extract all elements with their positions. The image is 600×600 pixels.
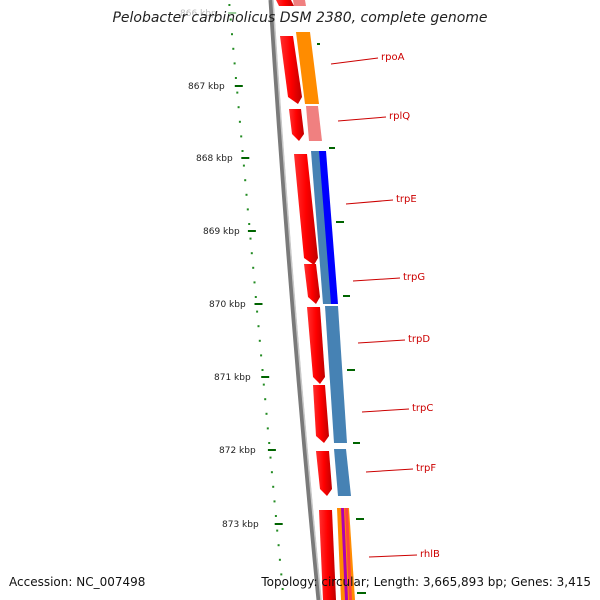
ruler-minor-tick: [249, 237, 252, 240]
gene-label-trpE: trpE: [396, 194, 417, 205]
gene-bar-trpE: [319, 151, 338, 304]
gene-label-trpD: trpD: [408, 334, 430, 345]
ruler-minor-tick: [281, 588, 284, 590]
gene-labels: rpoA rplQ trpE trpG trpD trpC trpF rhlB: [381, 52, 440, 560]
ruler-minor-tick: [268, 442, 271, 444]
cds-feature: [276, 0, 294, 6]
ruler-minor-tick: [234, 77, 237, 79]
ruler-label: 867 kbp: [188, 82, 225, 92]
ruler-minor-tick: [236, 91, 239, 94]
ruler-minor-tick: [253, 281, 256, 284]
gene-label-trpG: trpG: [403, 272, 425, 283]
ruler-minor-tick: [277, 544, 280, 547]
ruler-labels: 866 kbp 867 kbp 868 kbp 869 kbp 870 kbp …: [180, 9, 259, 530]
gene-bar-rpoA-top: [293, 0, 306, 6]
ruler-minor-tick: [250, 252, 253, 255]
gene-bar-trpD: [325, 306, 347, 443]
ruler-minor-tick: [272, 485, 275, 488]
ruler-minor-tick: [278, 558, 281, 561]
ruler-minor-tick: [265, 412, 268, 415]
ruler-minor-tick: [231, 33, 233, 36]
cds-feature: [307, 307, 325, 384]
ruler-minor-tick: [229, 18, 232, 21]
genome-summary-text: Topology: circular; Length: 3,665,893 bp…: [261, 575, 591, 589]
cds-feature: [319, 510, 336, 600]
gene-track: [293, 0, 355, 600]
cds-feature: [313, 385, 329, 443]
ruler-minor-tick: [276, 529, 279, 532]
ruler-minor-tick: [269, 456, 272, 459]
ruler-minor-tick: [245, 193, 248, 196]
ruler-minor-tick: [264, 398, 267, 401]
ruler-minor-tick: [248, 223, 251, 225]
genome-backbone: [268, 0, 322, 600]
gene-label-lines: [330, 57, 418, 558]
gene-bar-trpE-shade: [311, 151, 332, 304]
ruler-minor-tick: [246, 208, 249, 211]
gene-bar-rhlB-stripe-2: [345, 508, 352, 600]
gene-label-rplQ: rplQ: [389, 111, 410, 122]
ruler-ticks: [228, 4, 284, 590]
ruler-label: 869 kbp: [203, 227, 240, 237]
ruler-minor-tick: [238, 120, 241, 123]
ruler-minor-tick: [266, 427, 269, 430]
ruler-minor-tick: [240, 135, 243, 138]
ruler-minor-tick: [228, 4, 231, 6]
cds-feature: [289, 109, 304, 141]
ruler-minor-tick: [256, 310, 259, 313]
ruler-label: 872 kbp: [219, 446, 256, 456]
ruler-minor-tick: [242, 164, 245, 167]
genome-backbone-highlight: [272, 0, 322, 600]
ruler-minor-tick: [262, 383, 265, 386]
gene-label-rpoA: rpoA: [381, 52, 405, 63]
gene-label-trpC: trpC: [412, 403, 433, 414]
ruler-label-faded: 866 kbp: [180, 9, 217, 19]
ruler-minor-tick: [233, 62, 236, 65]
ruler-minor-tick: [280, 573, 283, 576]
gene-label-trpF: trpF: [416, 463, 436, 474]
ruler-minor-tick: [260, 354, 263, 357]
ruler-minor-tick: [252, 266, 255, 269]
cds-feature: [294, 154, 318, 265]
ruler-minor-tick: [232, 47, 235, 50]
cds-feature: [280, 36, 302, 104]
gene-bar-rpoA: [296, 32, 319, 104]
cds-track: [276, 0, 336, 600]
gene-bar-rhlB-stripe: [341, 508, 348, 600]
ruler-minor-tick: [254, 296, 257, 298]
ruler-minor-tick: [258, 339, 261, 342]
ruler-minor-tick: [274, 515, 277, 517]
ruler-minor-tick: [261, 369, 264, 371]
gene-bar-trpF: [334, 449, 351, 496]
outer-ticks: [317, 43, 366, 594]
ruler-minor-tick: [270, 471, 273, 474]
ruler-label: 873 kbp: [222, 520, 259, 530]
gene-bar-rplQ: [306, 106, 322, 141]
ruler-label: 870 kbp: [209, 300, 246, 310]
ruler-minor-tick: [237, 106, 240, 109]
ruler-minor-tick: [241, 150, 244, 152]
ruler-minor-tick: [273, 500, 276, 503]
gene-label-rhlB: rhlB: [420, 549, 440, 560]
ruler-minor-tick: [244, 179, 247, 182]
ruler-label: 868 kbp: [196, 154, 233, 164]
cds-feature: [316, 451, 332, 496]
ruler-label: 871 kbp: [214, 373, 251, 383]
ruler-minor-tick: [257, 325, 260, 328]
cds-feature: [304, 264, 320, 304]
accession-text: Accession: NC_007498: [9, 575, 146, 589]
map-title: Pelobacter carbinolicus DSM 2380, comple…: [112, 10, 488, 26]
